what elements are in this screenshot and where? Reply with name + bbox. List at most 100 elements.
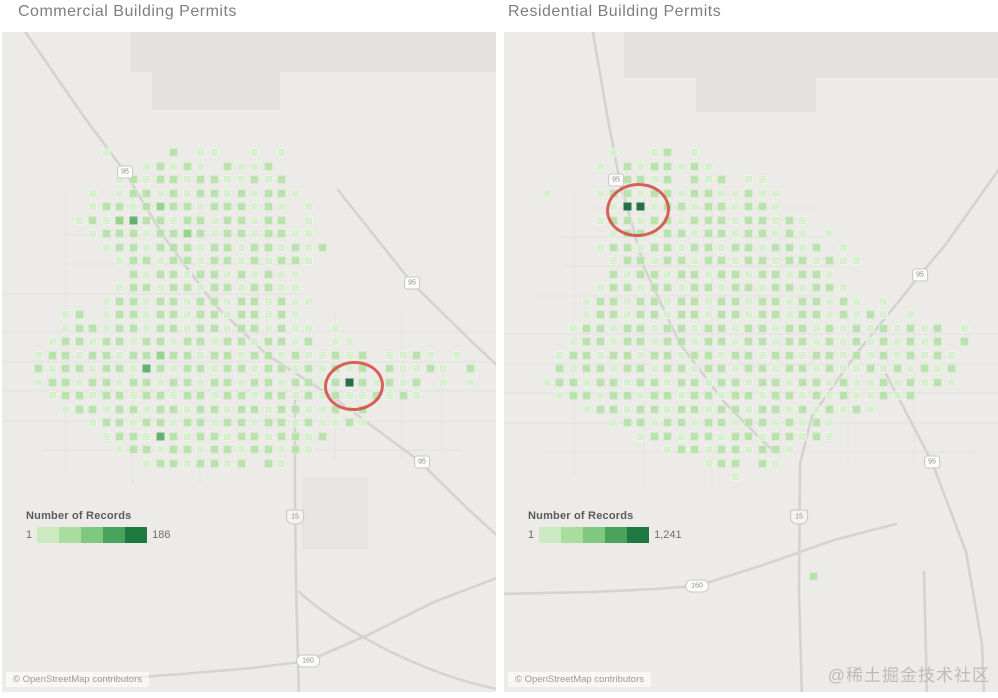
- density-square[interactable]: [784, 256, 794, 265]
- density-square[interactable]: [398, 391, 408, 400]
- density-square[interactable]: [622, 242, 632, 252]
- density-square[interactable]: [263, 242, 273, 252]
- density-square[interactable]: [74, 377, 84, 387]
- density-square[interactable]: [663, 161, 672, 171]
- density-square[interactable]: [690, 202, 699, 211]
- density-square[interactable]: [690, 337, 699, 346]
- density-square[interactable]: [182, 404, 192, 414]
- density-square[interactable]: [155, 161, 165, 171]
- density-square[interactable]: [115, 310, 124, 319]
- density-square[interactable]: [236, 242, 246, 252]
- density-square[interactable]: [609, 242, 618, 252]
- density-square[interactable]: [636, 242, 645, 252]
- density-square[interactable]: [34, 350, 43, 360]
- density-square[interactable]: [155, 256, 165, 265]
- density-square[interactable]: [622, 296, 632, 306]
- density-square[interactable]: [717, 337, 726, 346]
- density-square[interactable]: [798, 391, 807, 400]
- density-square[interactable]: [277, 350, 286, 360]
- density-square[interactable]: [142, 256, 151, 265]
- density-square[interactable]: [277, 445, 286, 454]
- density-square[interactable]: [730, 229, 740, 238]
- density-square[interactable]: [142, 323, 151, 333]
- density-square[interactable]: [757, 350, 767, 360]
- density-square[interactable]: [88, 377, 97, 387]
- density-square[interactable]: [115, 256, 124, 265]
- density-square[interactable]: [223, 310, 232, 319]
- density-square[interactable]: [277, 337, 286, 346]
- density-square[interactable]: [784, 229, 794, 238]
- density-square[interactable]: [757, 296, 767, 306]
- density-square[interactable]: [115, 445, 124, 454]
- density-square[interactable]: [568, 391, 578, 400]
- density-square[interactable]: [250, 161, 259, 171]
- density-square[interactable]: [757, 391, 767, 400]
- density-square[interactable]: [223, 161, 232, 171]
- density-square[interactable]: [115, 364, 124, 373]
- density-square[interactable]: [412, 391, 421, 400]
- density-square[interactable]: [290, 350, 300, 360]
- density-square[interactable]: [825, 404, 834, 414]
- density-square[interactable]: [236, 256, 246, 265]
- density-square[interactable]: [169, 269, 178, 279]
- density-square[interactable]: [115, 404, 124, 414]
- density-square[interactable]: [209, 283, 219, 292]
- density-square[interactable]: [960, 337, 969, 346]
- density-square[interactable]: [690, 404, 699, 414]
- density-square[interactable]: [101, 364, 111, 373]
- density-square[interactable]: [277, 364, 286, 373]
- density-square[interactable]: [879, 323, 888, 333]
- density-square[interactable]: [703, 377, 713, 387]
- density-square[interactable]: [703, 215, 713, 225]
- density-square[interactable]: [209, 431, 219, 441]
- density-square[interactable]: [636, 188, 645, 198]
- density-square[interactable]: [223, 458, 232, 468]
- density-square[interactable]: [541, 377, 551, 387]
- density-square[interactable]: [730, 350, 740, 360]
- density-square[interactable]: [622, 350, 632, 360]
- density-square[interactable]: [263, 404, 273, 414]
- density-square[interactable]: [277, 148, 286, 157]
- density-square[interactable]: [622, 161, 632, 171]
- density-square[interactable]: [196, 445, 205, 454]
- density-square[interactable]: [663, 256, 672, 265]
- density-square[interactable]: [88, 323, 97, 333]
- density-square[interactable]: [236, 323, 246, 333]
- density-square[interactable]: [609, 310, 618, 319]
- density-square[interactable]: [771, 377, 780, 387]
- density-square[interactable]: [371, 391, 381, 400]
- density-square[interactable]: [47, 350, 57, 360]
- density-square[interactable]: [250, 364, 259, 373]
- density-square[interactable]: [182, 337, 192, 346]
- density-square[interactable]: [649, 418, 659, 427]
- density-square[interactable]: [263, 202, 273, 211]
- density-square[interactable]: [263, 418, 273, 427]
- density-square[interactable]: [703, 323, 713, 333]
- density-square[interactable]: [595, 404, 605, 414]
- density-square[interactable]: [277, 283, 286, 292]
- density-square[interactable]: [209, 269, 219, 279]
- density-square[interactable]: [304, 445, 313, 454]
- density-square[interactable]: [223, 242, 232, 252]
- density-square[interactable]: [730, 188, 740, 198]
- density-square[interactable]: [250, 418, 259, 427]
- density-square[interactable]: [757, 364, 767, 373]
- density-square[interactable]: [636, 215, 645, 225]
- density-square[interactable]: [609, 229, 618, 238]
- density-square[interactable]: [101, 242, 111, 252]
- density-square[interactable]: [852, 337, 861, 346]
- density-square[interactable]: [263, 269, 273, 279]
- density-square[interactable]: [196, 377, 205, 387]
- density-square[interactable]: [798, 296, 807, 306]
- density-square[interactable]: [649, 175, 659, 184]
- density-square[interactable]: [128, 323, 138, 333]
- density-square[interactable]: [690, 377, 699, 387]
- density-square[interactable]: [690, 391, 699, 400]
- density-square[interactable]: [595, 364, 605, 373]
- density-square[interactable]: [263, 364, 273, 373]
- density-square[interactable]: [595, 242, 605, 252]
- density-square[interactable]: [263, 215, 273, 225]
- density-square[interactable]: [730, 202, 740, 211]
- density-square[interactable]: [663, 310, 672, 319]
- density-square[interactable]: [344, 337, 354, 346]
